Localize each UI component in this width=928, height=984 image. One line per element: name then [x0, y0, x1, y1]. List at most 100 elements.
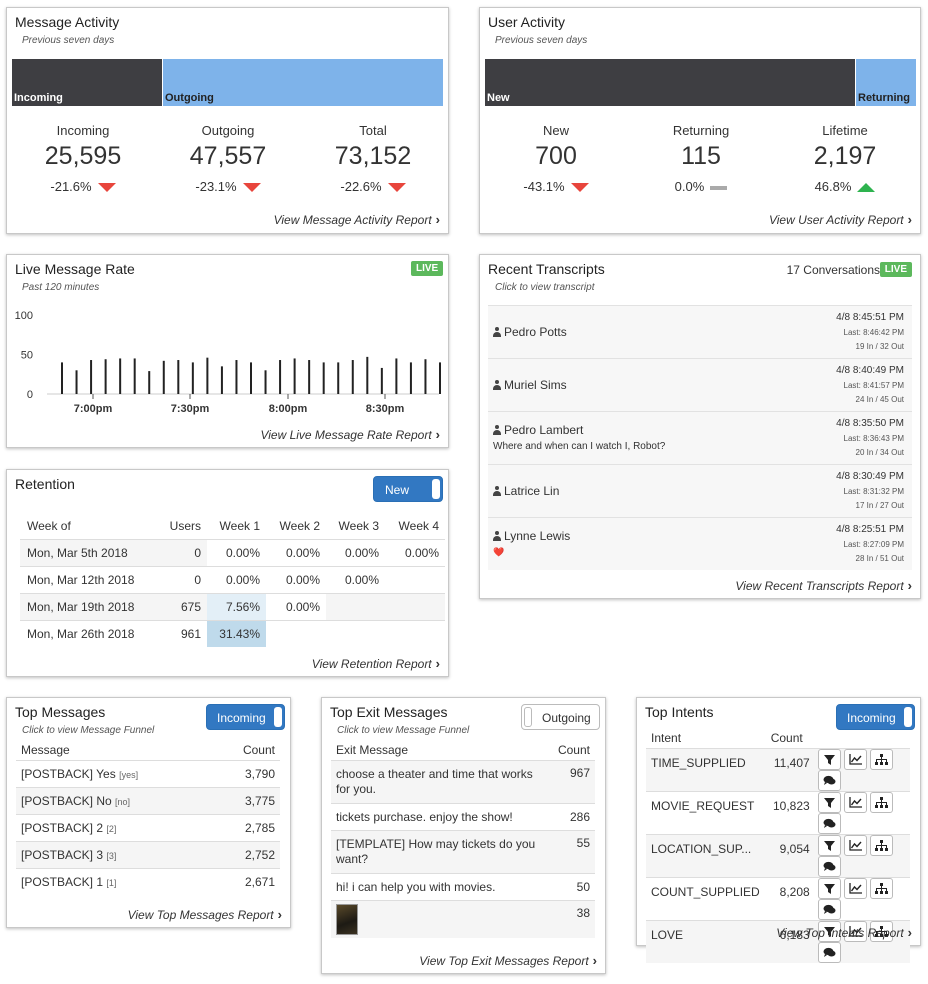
- view-transcripts-link[interactable]: View Recent Transcripts Report ›: [735, 578, 912, 593]
- message-cell: hi! i can help you with movies.: [331, 872, 553, 900]
- sitemap-icon[interactable]: [869, 920, 893, 942]
- table-row[interactable]: [POSTBACK] Yes [yes] 3,790: [16, 759, 280, 787]
- table-row[interactable]: [POSTBACK] 3 [3] 2,752: [16, 840, 280, 868]
- view-message-activity-link[interactable]: View Message Activity Report ›: [274, 212, 440, 227]
- top-exit-direction-toggle[interactable]: Outgoing: [521, 704, 600, 730]
- table-row[interactable]: choose a theater and time that works for…: [331, 759, 595, 803]
- transcript-row[interactable]: Pedro Potts 4/8 8:45:51 PM Last: 8:46:42…: [488, 305, 912, 358]
- new-bar-label: New: [487, 92, 510, 104]
- view-top-messages-link[interactable]: View Top Messages Report ›: [128, 907, 282, 922]
- last-time: Last: 8:46:42 PM: [843, 328, 904, 337]
- count-cell: 967: [552, 759, 595, 803]
- line-chart-icon[interactable]: [843, 834, 867, 856]
- user-activity-card: User Activity Previous seven days New Re…: [479, 7, 921, 234]
- column-header: Week 2: [279, 518, 320, 533]
- stat-change: -43.1%: [486, 179, 626, 194]
- sitemap-icon[interactable]: [869, 791, 893, 813]
- chevron-right-icon: ›: [277, 907, 282, 922]
- comments-icon[interactable]: [817, 855, 841, 877]
- sitemap-icon[interactable]: [869, 877, 893, 899]
- rate-bar: [366, 356, 369, 394]
- trend-down-icon: [97, 183, 116, 193]
- table-row[interactable]: hi! i can help you with movies. 50: [331, 872, 595, 900]
- filter-icon[interactable]: [817, 748, 841, 770]
- toggle-knob: [432, 479, 440, 499]
- retention-card: Retention New Week of Users Week 1 Week …: [6, 469, 449, 677]
- user-icon: [493, 531, 501, 541]
- x-tick-label: 7:30pm: [171, 403, 210, 415]
- message-activity-card: Message Activity Previous seven days Inc…: [6, 7, 449, 234]
- view-top-intents-link[interactable]: View Top Intents Report ›: [776, 925, 912, 940]
- transcript-row[interactable]: Latrice Lin 4/8 8:30:49 PM Last: 8:31:32…: [488, 464, 912, 517]
- start-time: 4/8 8:35:50 PM: [836, 418, 904, 429]
- table-header: Intent Count: [646, 728, 910, 748]
- comments-icon[interactable]: [817, 812, 841, 834]
- view-retention-link[interactable]: View Retention Report ›: [312, 656, 440, 671]
- filter-icon[interactable]: [817, 791, 841, 813]
- card-subtitle: Past 120 minutes: [22, 282, 100, 293]
- table-cell: 0.00%: [207, 565, 266, 593]
- message-cell: choose a theater and time that works for…: [331, 759, 553, 803]
- view-live-rate-link[interactable]: View Live Message Rate Report ›: [260, 427, 440, 442]
- table-row[interactable]: [POSTBACK] 1 [1] 2,671: [16, 867, 280, 895]
- table-row[interactable]: [TEMPLATE] How may tickets do you want? 5…: [331, 829, 595, 873]
- table-cell: [326, 619, 385, 647]
- table-row[interactable]: TIME_SUPPLIED 11,407: [646, 747, 910, 791]
- line-chart-icon[interactable]: [843, 748, 867, 770]
- card-title: Recent Transcripts: [488, 261, 605, 277]
- view-top-exit-link[interactable]: View Top Exit Messages Report ›: [419, 953, 597, 968]
- rate-bar: [119, 358, 122, 394]
- start-time: 4/8 8:45:51 PM: [836, 312, 904, 323]
- outgoing-bar[interactable]: Outgoing: [163, 59, 443, 106]
- table-row: Mon, Mar 5th 2018 0 0.00% 0.00% 0.00% 0.…: [20, 538, 445, 566]
- line-chart-icon[interactable]: [843, 877, 867, 899]
- returning-users-bar[interactable]: Returning: [856, 59, 916, 106]
- filter-icon[interactable]: [817, 834, 841, 856]
- comments-icon[interactable]: [817, 769, 841, 791]
- table-row[interactable]: LOCATION_SUP... 9,054: [646, 833, 910, 877]
- intent-actions: [814, 876, 910, 920]
- table-cell: 0.00%: [266, 538, 326, 566]
- table-row[interactable]: 38: [331, 899, 595, 938]
- top-messages-direction-toggle[interactable]: Incoming: [206, 704, 285, 730]
- comments-icon[interactable]: [817, 941, 841, 963]
- column-header: Week 3: [338, 518, 379, 533]
- filter-icon[interactable]: [817, 920, 841, 942]
- count-cell: 55: [552, 829, 595, 873]
- column-header: Intent: [651, 730, 682, 745]
- line-chart-icon[interactable]: [843, 791, 867, 813]
- filter-icon[interactable]: [817, 877, 841, 899]
- table-row[interactable]: tickets purchase. enjoy the show! 286: [331, 802, 595, 830]
- comments-icon[interactable]: [817, 898, 841, 920]
- top-intents-direction-toggle[interactable]: Incoming: [836, 704, 915, 730]
- view-user-activity-link[interactable]: View User Activity Report ›: [769, 212, 912, 227]
- column-header: Week 1: [219, 518, 260, 533]
- transcript-row[interactable]: Muriel Sims 4/8 8:40:49 PM Last: 8:41:57…: [488, 358, 912, 411]
- table-row[interactable]: LOVE 6,183: [646, 919, 910, 963]
- count-cell: 286: [552, 802, 595, 830]
- trend-flat-icon: [710, 185, 728, 190]
- message-text: [POSTBACK] 2: [21, 820, 104, 835]
- incoming-bar[interactable]: Incoming: [12, 59, 162, 106]
- table-cell: 7.56%: [207, 592, 266, 620]
- table-row[interactable]: COUNT_SUPPLIED 8,208: [646, 876, 910, 920]
- new-users-bar[interactable]: New: [485, 59, 855, 106]
- sitemap-icon[interactable]: [869, 748, 893, 770]
- chevron-right-icon: ›: [435, 656, 440, 671]
- transcript-row[interactable]: Pedro Lambert Where and when can I watch…: [488, 411, 912, 464]
- rate-bar: [133, 358, 136, 394]
- table-row[interactable]: [POSTBACK] 2 [2] 2,785: [16, 813, 280, 841]
- sitemap-icon[interactable]: [869, 834, 893, 856]
- table-row[interactable]: MOVIE_REQUEST 10,823: [646, 790, 910, 834]
- transcript-row[interactable]: Lynne Lewis ❤️ 4/8 8:25:51 PM Last: 8:27…: [488, 517, 912, 570]
- start-time: 4/8 8:25:51 PM: [836, 524, 904, 535]
- returning-bar-label: Returning: [858, 92, 910, 104]
- table-row[interactable]: [POSTBACK] No [no] 3,775: [16, 786, 280, 814]
- retention-new-toggle[interactable]: New: [373, 476, 443, 502]
- line-chart-icon[interactable]: [843, 920, 867, 942]
- top-exit-table: Exit Message Count choose a theater and …: [331, 740, 595, 938]
- image-thumbnail: [336, 903, 358, 935]
- table-cell: Mon, Mar 5th 2018: [20, 538, 155, 566]
- stat-label: Total: [359, 123, 387, 138]
- column-header: Count: [770, 730, 803, 745]
